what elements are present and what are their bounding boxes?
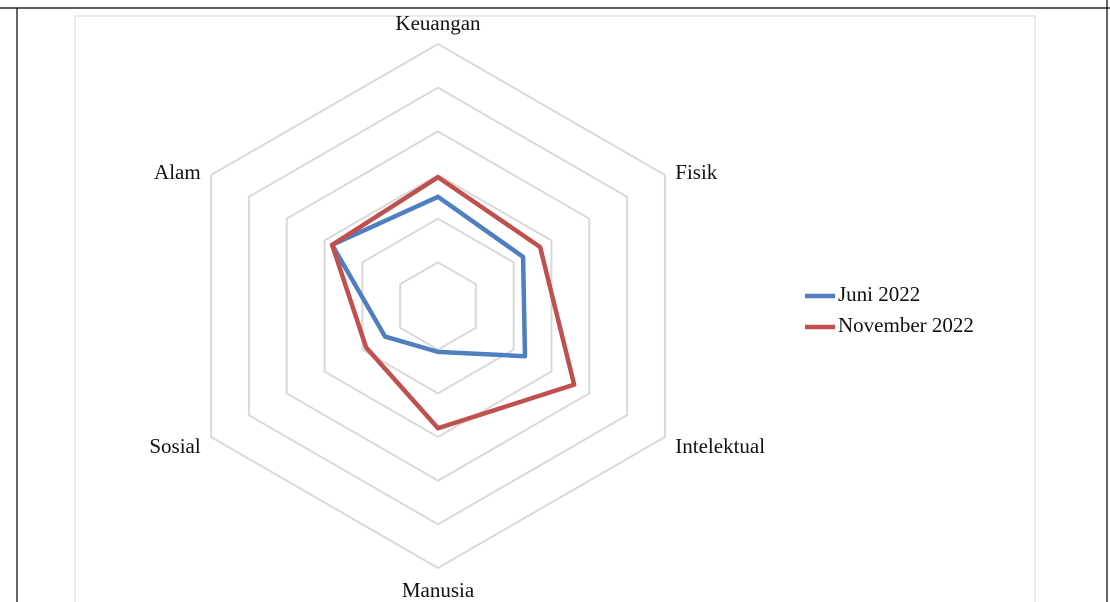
- grid-ring: [323, 173, 553, 439]
- axis-label: Manusia: [402, 578, 475, 602]
- axis-label: Intelektual: [675, 434, 765, 458]
- grid-ring: [247, 86, 629, 526]
- axis-label: Alam: [154, 160, 201, 184]
- legend-label: November 2022: [838, 313, 974, 337]
- legend-label: Juni 2022: [838, 282, 920, 306]
- series-line: [329, 174, 577, 431]
- grid-ring: [399, 261, 477, 351]
- grid-ring: [210, 42, 666, 570]
- plot-area: [74, 15, 1036, 602]
- grid-ring: [285, 130, 591, 482]
- axis-label: Sosial: [149, 434, 201, 458]
- axis-label: Keuangan: [395, 11, 481, 35]
- grid-ring: [361, 217, 515, 395]
- axis-label: Fisik: [675, 160, 718, 184]
